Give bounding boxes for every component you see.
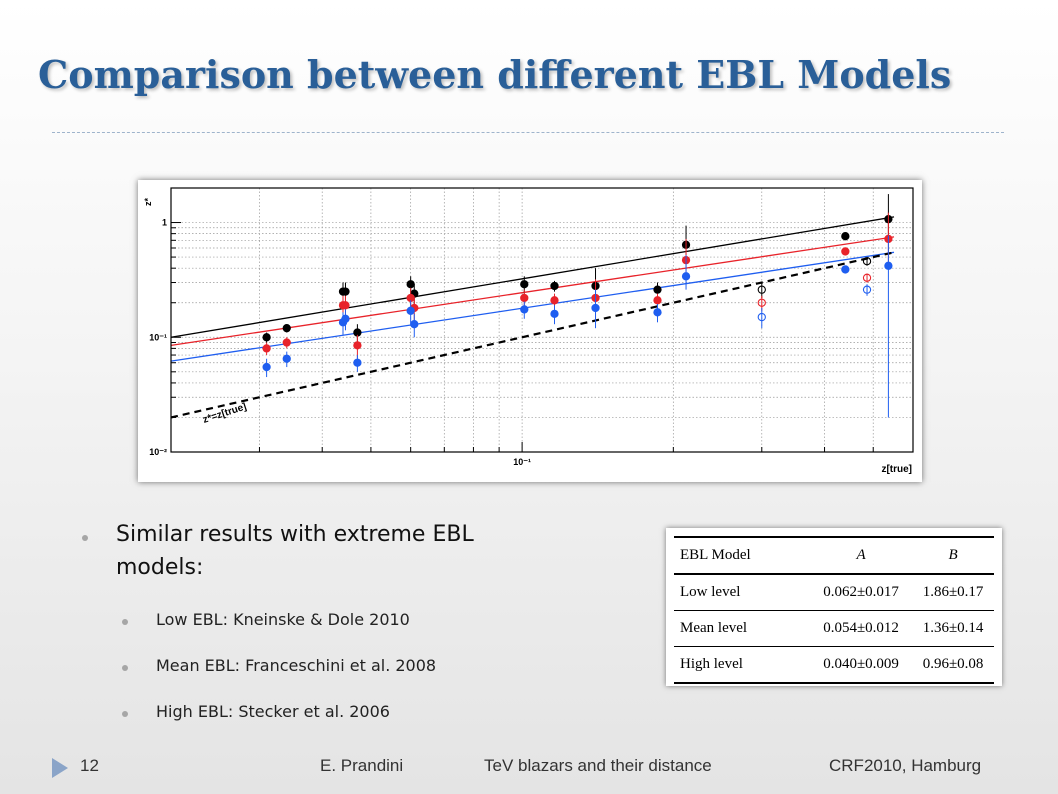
data-point: [410, 320, 419, 329]
ebl-parameters-table: EBL Model A B Low level 0.062±0.017 1.86…: [674, 536, 994, 684]
data-point: [353, 358, 362, 367]
data-point: [550, 309, 559, 318]
cell-model: Low level: [680, 584, 741, 600]
bullet-low-ebl: Low EBL: Kneinske & Dole 2010: [156, 610, 410, 629]
bullet-main: Similar results with extreme EBL models:: [116, 522, 474, 580]
data-point: [520, 280, 529, 289]
data-point: [520, 305, 529, 314]
header-a: A: [856, 547, 866, 563]
plot-axes: 10⁻² 10⁻¹ 1 10⁻¹: [149, 187, 914, 467]
slide-title: Comparison between different EBL Models: [38, 52, 952, 97]
data-point: [862, 257, 872, 266]
data-point: [282, 354, 291, 363]
data-point: [884, 261, 893, 270]
data-point: [757, 298, 766, 307]
data-point: [862, 273, 872, 282]
data-point: [262, 362, 271, 372]
fit-line: [170, 216, 895, 338]
cell-b: 0.96±0.08: [922, 656, 984, 672]
cell-b: 1.86±0.17: [922, 584, 984, 600]
footer-event: CRF2010, Hamburg: [829, 756, 982, 775]
data-point: [681, 272, 691, 281]
chart-figure: 10⁻² 10⁻¹ 1 10⁻¹ z* z[true] z*=z[true]: [138, 180, 922, 482]
data-point: [406, 306, 415, 315]
footer-author: E. Prandini: [320, 756, 404, 775]
footer-talk-title: TeV blazars and their distance: [484, 756, 712, 775]
y-tick-label: 10⁻²: [149, 447, 167, 457]
table-header-row: EBL Model A B: [674, 537, 994, 574]
table-row: Low level 0.062±0.017 1.86±0.17: [674, 574, 994, 611]
fit-lines: [170, 216, 895, 419]
y-axis-label: z*: [143, 198, 153, 207]
bullet-dot: [122, 711, 128, 717]
bullet-dot: [122, 619, 128, 625]
x-tick-label: 10⁻¹: [513, 457, 531, 467]
identity-line-label: z*=z[true]: [202, 401, 248, 425]
data-point: [341, 287, 350, 296]
cell-model: High level: [680, 656, 743, 672]
header-ebl-model: EBL Model: [680, 547, 751, 563]
data-point: [591, 303, 600, 313]
data-point: [653, 285, 662, 294]
x-axis-label: z[true]: [881, 464, 912, 475]
bullet-mean-ebl: Mean EBL: Franceschini et al. 2008: [156, 656, 437, 675]
footer-arrow-icon: [52, 758, 68, 778]
cell-a: 0.062±0.017: [823, 584, 899, 600]
data-point: [653, 296, 662, 305]
data-point: [353, 341, 362, 350]
footer-page-number: 12: [80, 756, 99, 775]
data-point: [406, 280, 415, 289]
data-point: [550, 296, 559, 305]
title-divider: [52, 132, 1004, 133]
cell-a: 0.054±0.012: [823, 620, 899, 636]
data-point: [841, 247, 850, 256]
bullet-dot: [82, 535, 88, 541]
data-point: [341, 301, 350, 310]
data-point: [757, 285, 766, 294]
data-point: [757, 312, 766, 322]
data-point: [550, 281, 559, 291]
data-point: [862, 285, 872, 294]
ebl-table-figure: EBL Model A B Low level 0.062±0.017 1.86…: [666, 528, 1002, 686]
plot-grid: [170, 187, 914, 453]
bullet-dot: [122, 665, 128, 671]
y-tick-label: 10⁻¹: [149, 332, 167, 342]
fit-line: [170, 236, 895, 347]
fit-line: [170, 251, 895, 362]
data-point: [341, 314, 350, 323]
data-point: [841, 232, 850, 241]
data-point: [520, 293, 529, 303]
data-point: [282, 338, 291, 347]
header-b: B: [948, 547, 958, 563]
cell-model: Mean level: [680, 620, 748, 636]
data-point: [653, 308, 662, 317]
data-point: [282, 324, 291, 333]
data-point: [262, 344, 271, 353]
plot-frame-box: [170, 187, 914, 453]
cell-a: 0.040±0.009: [823, 656, 899, 672]
bullet-high-ebl: High EBL: Stecker et al. 2006: [156, 702, 390, 721]
data-point: [262, 333, 271, 342]
cell-b: 1.36±0.14: [922, 620, 984, 636]
data-points: [262, 194, 893, 418]
table-row: Mean level 0.054±0.012 1.36±0.14: [674, 611, 994, 647]
table-row: High level 0.040±0.009 0.96±0.08: [674, 647, 994, 683]
scatter-plot: 10⁻² 10⁻¹ 1 10⁻¹ z* z[true] z*=z[true]: [143, 187, 914, 475]
identity-line: [170, 251, 895, 419]
y-tick-label: 1: [162, 218, 167, 228]
data-point: [841, 265, 850, 274]
